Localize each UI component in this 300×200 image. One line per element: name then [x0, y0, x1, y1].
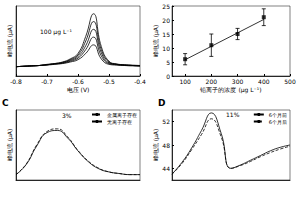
svg-text:无离子存在: 无离子存在 — [107, 119, 132, 125]
svg-text:6个月后: 6个月后 — [269, 119, 287, 125]
svg-text:15: 15 — [162, 31, 170, 38]
svg-text:铅离子的浓度 (μg L⁻¹): 铅离子的浓度 (μg L⁻¹) — [199, 86, 261, 94]
svg-text:11%: 11% — [226, 111, 240, 118]
svg-text:6个月前: 6个月前 — [269, 112, 287, 118]
svg-text:200: 200 — [206, 78, 218, 85]
svg-text:-0.4: -0.4 — [134, 78, 146, 85]
svg-text:5: 5 — [166, 59, 170, 66]
svg-text:10: 10 — [162, 45, 170, 52]
svg-text:500: 500 — [284, 78, 296, 85]
svg-text:48: 48 — [162, 142, 170, 149]
svg-text:-0.5: -0.5 — [103, 78, 115, 85]
svg-text:电压 (V): 电压 (V) — [67, 86, 90, 93]
svg-text:C: C — [2, 98, 9, 108]
svg-text:44: 44 — [162, 165, 170, 172]
svg-text:-0.8: -0.8 — [10, 78, 22, 85]
svg-text:25: 25 — [162, 3, 170, 10]
svg-text:-0.7: -0.7 — [41, 78, 53, 85]
svg-text:52: 52 — [162, 118, 170, 125]
svg-text:0: 0 — [166, 73, 170, 80]
svg-text:-0.6: -0.6 — [72, 78, 84, 85]
svg-text:D: D — [158, 98, 165, 108]
svg-text:峰电流 (μA): 峰电流 (μA) — [6, 25, 14, 58]
svg-text:100 μg L⁻¹: 100 μg L⁻¹ — [40, 28, 72, 36]
svg-text:400: 400 — [258, 78, 270, 85]
svg-text:峰电流 (μA): 峰电流 (μA) — [6, 129, 14, 162]
svg-text:300: 300 — [232, 78, 244, 85]
svg-text:3%: 3% — [62, 112, 72, 119]
svg-text:100: 100 — [179, 78, 191, 85]
svg-text:峰电流 (μA): 峰电流 (μA) — [152, 129, 160, 162]
svg-text:金属离子存在: 金属离子存在 — [107, 112, 137, 118]
svg-text:20: 20 — [162, 17, 170, 24]
svg-text:峰电流 (μA): 峰电流 (μA) — [152, 25, 160, 58]
